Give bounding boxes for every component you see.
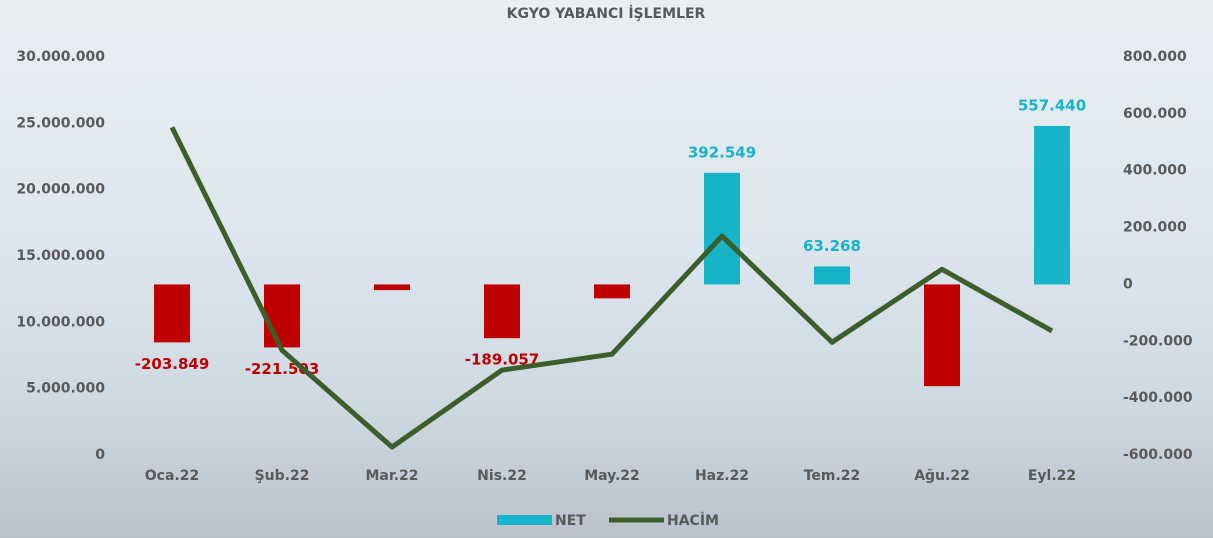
data-label: 392.549 <box>688 143 756 161</box>
legend-label: NET <box>555 513 586 529</box>
bar <box>594 284 630 299</box>
bar <box>264 284 300 348</box>
y-tick-label: 30.000.000 <box>16 49 105 65</box>
legend-swatch <box>497 515 552 525</box>
y2-tick-label: 200.000 <box>1123 220 1187 236</box>
y2-tick-label: 600.000 <box>1123 106 1187 122</box>
y-tick-label: 5.000.000 <box>26 381 105 397</box>
x-tick-label: Ağu.22 <box>914 468 970 484</box>
data-label: 63.268 <box>803 237 861 255</box>
x-tick-label: May.22 <box>584 468 640 484</box>
y-tick-label: 20.000.000 <box>16 182 105 198</box>
legend-label: HACİM <box>667 512 719 529</box>
bar <box>154 284 190 343</box>
bar <box>1034 125 1070 285</box>
x-tick-label: Eyl.22 <box>1028 468 1076 484</box>
y-tick-label: 25.000.000 <box>16 115 105 131</box>
y-tick-label: 15.000.000 <box>16 248 105 264</box>
chart-title: KGYO YABANCI İŞLEMLER <box>507 5 706 22</box>
bar <box>924 284 960 387</box>
x-tick-label: Tem.22 <box>804 468 861 484</box>
bar <box>484 284 520 339</box>
data-label: 557.440 <box>1018 96 1086 114</box>
bar <box>374 284 410 291</box>
data-label: -189.057 <box>465 351 540 369</box>
y-tick-label: 0 <box>95 447 105 463</box>
x-tick-label: Şub.22 <box>255 468 310 484</box>
y2-tick-label: -200.000 <box>1123 333 1193 349</box>
bar <box>704 172 740 285</box>
bar <box>814 266 850 285</box>
y-tick-label: 10.000.000 <box>16 314 105 330</box>
data-label: -203.849 <box>135 355 210 373</box>
y2-tick-label: 400.000 <box>1123 163 1187 179</box>
y2-tick-label: 800.000 <box>1123 49 1187 65</box>
x-tick-label: Nis.22 <box>477 468 527 484</box>
line <box>169 126 1054 450</box>
y2-tick-label: 0 <box>1123 276 1133 292</box>
x-tick-label: Mar.22 <box>365 468 418 484</box>
x-tick-label: Haz.22 <box>695 468 749 484</box>
y2-tick-label: -400.000 <box>1123 390 1193 406</box>
y2-tick-label: -600.000 <box>1123 447 1193 463</box>
x-tick-label: Oca.22 <box>145 468 199 484</box>
